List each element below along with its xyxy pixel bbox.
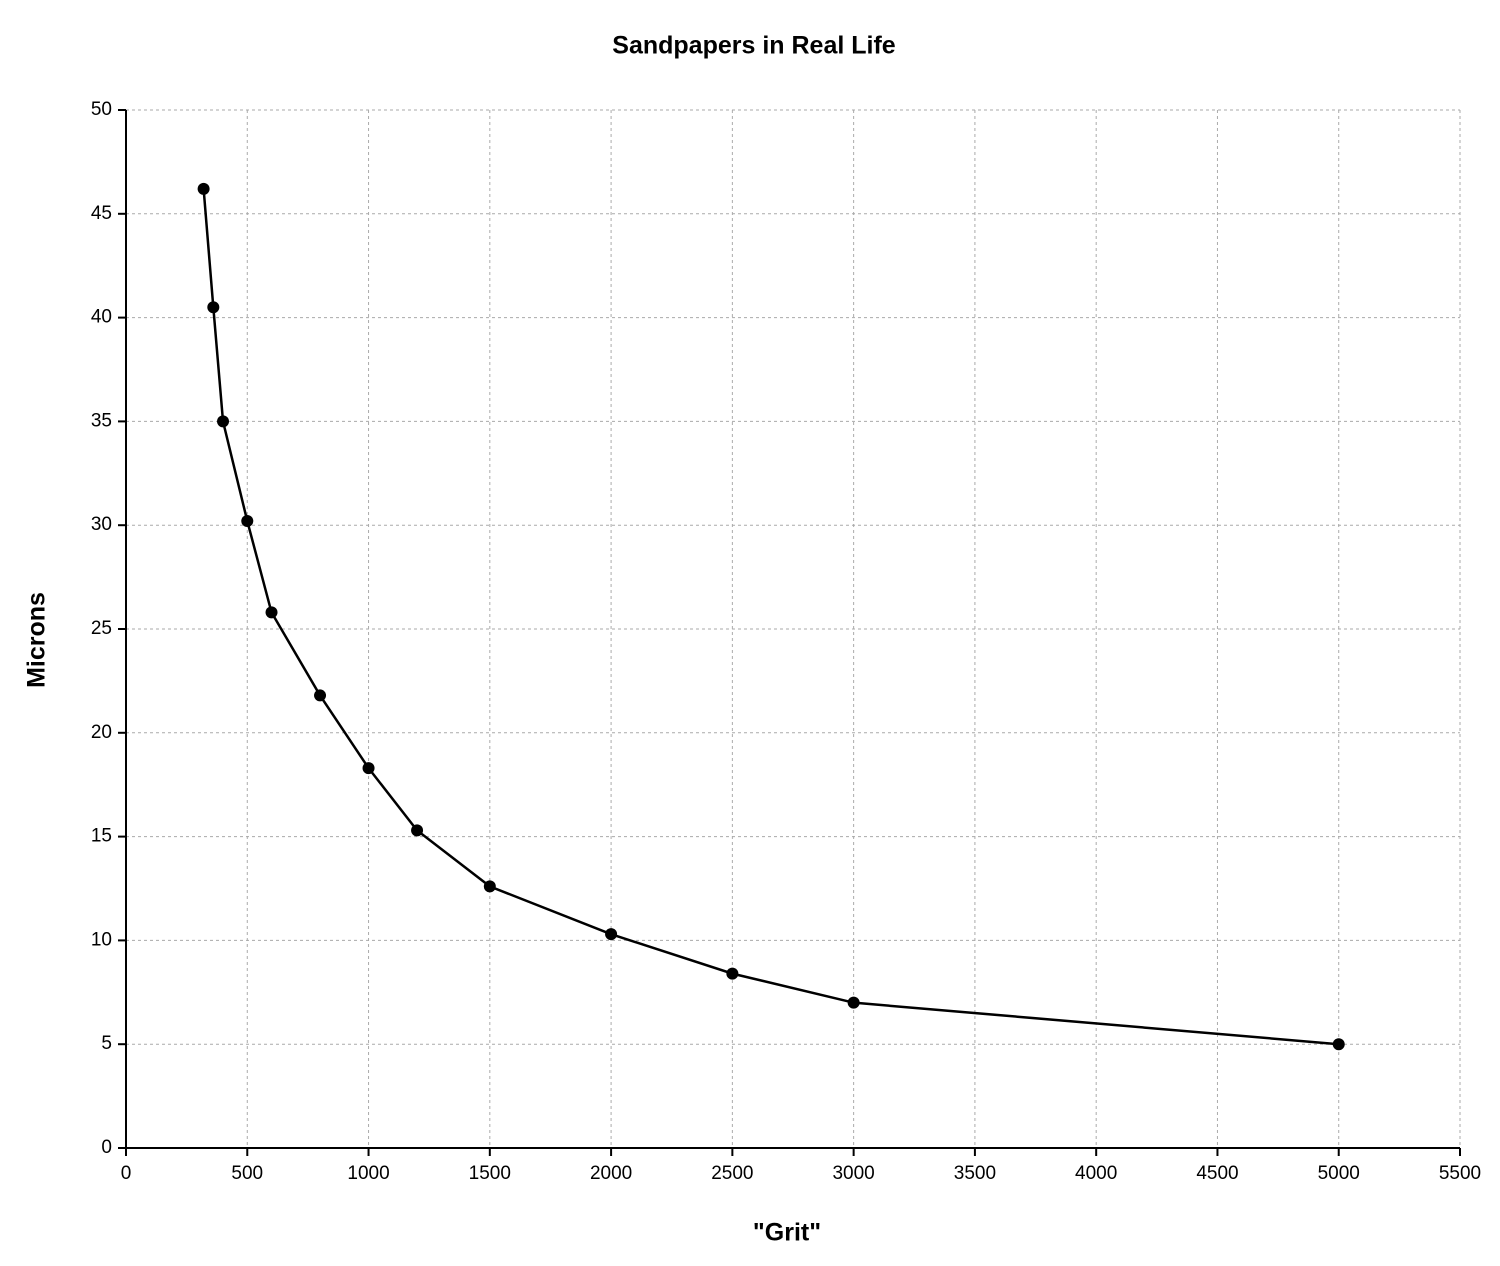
point (1332, 1038, 1345, 1051)
y-tick-label: 40 (91, 307, 112, 328)
point (362, 762, 375, 775)
x-tick-label: 2500 (711, 1163, 753, 1184)
y-tick-label: 35 (91, 410, 112, 431)
y-tick-label: 0 (101, 1137, 112, 1158)
x-tick-label: 5500 (1439, 1163, 1481, 1184)
y-axis-title: Microns (23, 592, 51, 688)
y-tick-label: 45 (91, 203, 112, 224)
chart-title: Sandpapers in Real Life (612, 32, 896, 60)
point (847, 996, 860, 1009)
x-tick-label: 2000 (590, 1163, 632, 1184)
x-tick-label: 5000 (1318, 1163, 1360, 1184)
point (207, 301, 220, 314)
point (483, 880, 496, 893)
x-tick-label: 1000 (347, 1163, 389, 1184)
x-tick-label: 3500 (954, 1163, 996, 1184)
y-tick-label: 5 (101, 1033, 112, 1054)
x-tick-label: 4000 (1075, 1163, 1117, 1184)
point (197, 182, 210, 195)
point (265, 606, 278, 619)
point (217, 415, 230, 428)
y-tick-label: 15 (91, 826, 112, 847)
point (314, 689, 327, 702)
point (605, 928, 618, 941)
point (241, 515, 254, 528)
x-tick-label: 3000 (832, 1163, 874, 1184)
x-tick-label: 1500 (469, 1163, 511, 1184)
x-tick-label: 4500 (1196, 1163, 1238, 1184)
y-tick-label: 25 (91, 618, 112, 639)
point (726, 967, 739, 980)
x-tick-label: 500 (231, 1163, 263, 1184)
y-tick-label: 50 (91, 99, 112, 120)
x-tick-label: 0 (121, 1163, 132, 1184)
point (411, 824, 424, 837)
y-tick-label: 30 (91, 514, 112, 535)
y-tick-label: 10 (91, 929, 112, 950)
y-tick-label: 20 (91, 722, 112, 743)
x-axis-title: "Grit" (753, 1219, 821, 1247)
